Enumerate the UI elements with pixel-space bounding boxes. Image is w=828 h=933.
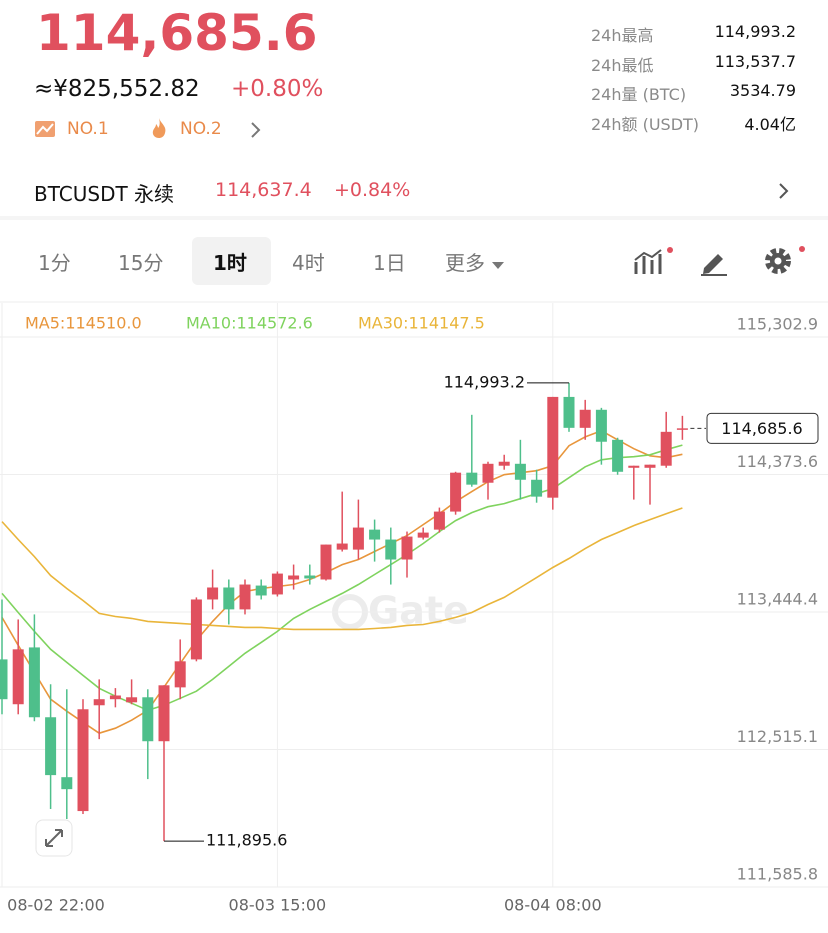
dropdown-caret (492, 261, 504, 269)
candle-body (352, 527, 364, 550)
price: 114,685.6 (36, 4, 318, 62)
candle-body (466, 472, 478, 485)
candle-body (28, 647, 40, 718)
contract-arrow[interactable] (776, 181, 792, 201)
candle-body (126, 697, 138, 703)
legend-entry: MA5:114510.0 (25, 314, 142, 333)
more-arrow[interactable] (248, 120, 264, 140)
ma-line (1, 507, 683, 631)
x-tick-label: 08-02 22:00 (7, 896, 105, 915)
candle-body (190, 599, 202, 660)
legend-entry: MA30:114147.5 (358, 314, 485, 333)
tab-highlight (192, 237, 271, 285)
ma-line (1, 429, 683, 735)
draw-icon[interactable] (698, 246, 730, 278)
candle-body (676, 428, 688, 430)
indicator-icon[interactable] (632, 244, 676, 278)
candle-body (401, 536, 413, 560)
stat-label: 24h额 (USDT) (591, 114, 700, 134)
candle-body (239, 584, 251, 610)
stat-value: 4.04亿 (744, 114, 796, 134)
candle-body (0, 659, 8, 700)
candle-body (12, 649, 24, 705)
candle-body (93, 699, 105, 706)
x-tick-label: 08-04 08:00 (504, 896, 602, 915)
candle-body (61, 777, 73, 790)
tab[interactable]: 1分 (38, 251, 71, 275)
high-label: 114,993.2 (444, 372, 525, 391)
candle-body (514, 463, 526, 480)
stat-value: 114,993.2 (714, 22, 796, 41)
legend-entry: MA10:114572.6 (186, 314, 313, 333)
tab[interactable]: 1时 (213, 251, 247, 275)
cny-price: ≈¥825,552.82 (34, 76, 200, 102)
candle-body (660, 431, 672, 466)
tab[interactable]: 4时 (292, 251, 325, 275)
expand-icon (45, 829, 63, 847)
hot-icon (152, 118, 166, 138)
candle-body (579, 409, 591, 428)
candle-body (628, 465, 640, 468)
candle-body (563, 396, 575, 428)
x-tick-label: 08-03 15:00 (229, 896, 327, 915)
candle-body (644, 464, 656, 468)
candle-body (433, 511, 445, 530)
candle-body (255, 585, 267, 596)
tab[interactable]: 1日 (373, 251, 406, 275)
candle-body (45, 717, 57, 776)
candle-body (547, 396, 559, 498)
candle-body (336, 543, 348, 550)
stat-value: 3534.79 (729, 81, 796, 100)
badge: NO.2 (180, 119, 222, 139)
badge: NO.1 (67, 119, 109, 139)
change: +0.80% (231, 76, 324, 102)
y-tick-label: 115,302.9 (737, 315, 818, 334)
candle-body (109, 695, 121, 700)
candle-body (482, 463, 494, 483)
candle-body (288, 575, 300, 580)
candle-body (417, 532, 429, 538)
watermark: Gate (368, 589, 469, 633)
candle-body (142, 697, 154, 742)
candle-body (450, 472, 462, 512)
y-tick-label: 112,515.1 (737, 727, 818, 746)
stat-value: 113,537.7 (714, 51, 796, 71)
candle-body (174, 661, 186, 688)
candle-body (304, 575, 316, 579)
candle-body (612, 439, 624, 472)
ma-line (1, 444, 683, 712)
contract-price: 114,637.4 (215, 179, 312, 201)
candle-body (271, 573, 283, 595)
stat-label: 24h最高 (591, 26, 654, 45)
separator (0, 216, 828, 220)
last-price-label: 114,685.6 (721, 419, 802, 438)
candle-body (77, 709, 89, 812)
settings-icon[interactable] (762, 243, 810, 279)
rank-icon (35, 121, 55, 137)
candle-body (498, 461, 510, 466)
stat-label: 24h最低 (591, 55, 654, 75)
candle-body (369, 529, 381, 540)
candle-body (531, 479, 543, 497)
candle-body (207, 587, 219, 600)
tab[interactable]: 更多 (445, 247, 505, 276)
contract-change: +0.84% (334, 179, 411, 201)
candle-body (223, 587, 235, 610)
candle-body (158, 685, 170, 742)
last-price-box (706, 412, 819, 444)
candle-body (320, 544, 332, 580)
tab[interactable]: 15分 (118, 251, 164, 275)
contract-name[interactable]: BTCUSDT 永续 (34, 182, 175, 206)
stat-label: 24h量 (BTC) (591, 85, 687, 104)
y-tick-label: 113,444.4 (737, 589, 818, 608)
low-label: 111,895.6 (206, 831, 287, 850)
y-tick-label: 111,585.8 (737, 865, 818, 884)
candle-body (595, 409, 607, 442)
y-tick-label: 114,373.6 (737, 452, 818, 471)
candle-body (385, 539, 397, 560)
